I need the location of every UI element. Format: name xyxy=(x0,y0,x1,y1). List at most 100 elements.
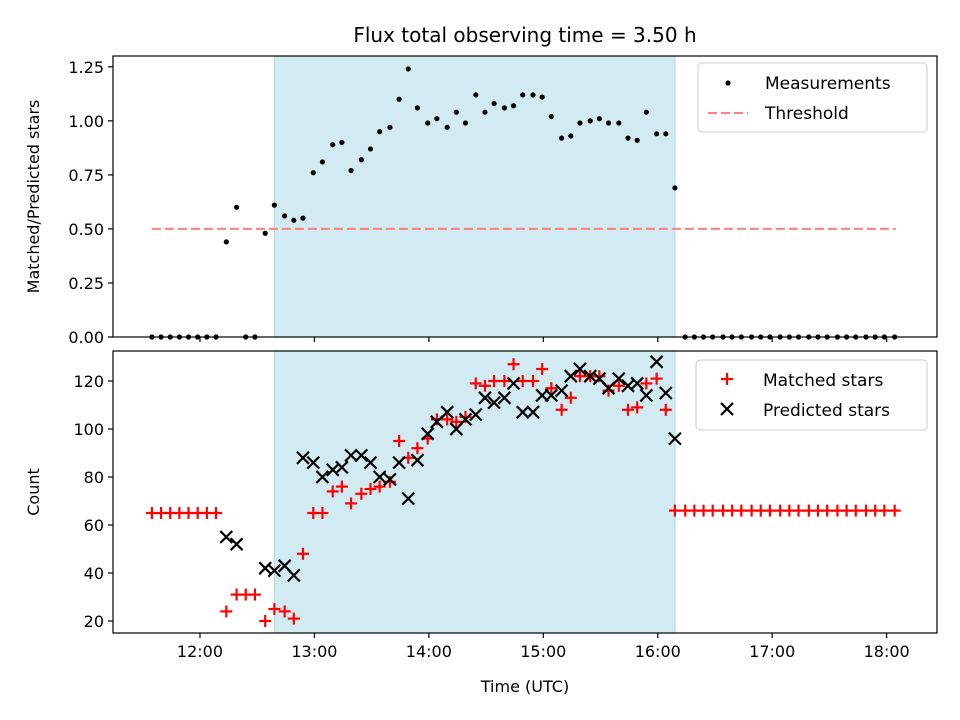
predicted-star-point xyxy=(354,448,369,463)
matched-star-point xyxy=(335,480,348,493)
legend-matched-marker xyxy=(721,373,733,385)
measurement-point xyxy=(425,120,431,126)
matched-star-point xyxy=(631,401,644,414)
predicted-star-point xyxy=(372,470,387,484)
measurement-point xyxy=(520,92,526,98)
measurement-point xyxy=(453,109,459,115)
predicted-star-point xyxy=(497,391,512,405)
matched-star-point xyxy=(602,384,615,397)
measurement-point xyxy=(262,230,268,236)
measurement-point xyxy=(672,185,678,191)
matched-star-point xyxy=(555,403,568,416)
measurement-point xyxy=(348,167,354,174)
measurement-point xyxy=(291,217,297,223)
measurement-point xyxy=(548,113,554,120)
measurement-point xyxy=(223,239,229,245)
y-axis-ticks-top: 0.00 0.25 0.50 0.75 1.00 1.25 xyxy=(68,58,113,347)
measurement-point xyxy=(539,94,545,100)
matched-star-point xyxy=(459,411,472,423)
matched-star-point xyxy=(373,480,386,493)
matched-star-point xyxy=(278,605,291,618)
matched-star-point xyxy=(210,507,222,519)
predicted-star-point xyxy=(487,395,501,410)
y-tick-label: 120 xyxy=(73,372,104,391)
matched-star-point xyxy=(411,442,424,455)
predicted-stars-points xyxy=(219,355,682,583)
x-axis-ticks-bottom: 12:00 13:00 14:00 15:00 16:00 17:00 18:00 xyxy=(177,633,910,661)
predicted-star-point xyxy=(668,431,682,446)
x-tick-label: 17:00 xyxy=(749,642,795,661)
y-tick-label: 0.25 xyxy=(68,274,104,293)
x-tick-label: 14:00 xyxy=(406,642,452,661)
measurement-point xyxy=(634,137,640,143)
x-axis-label: Time (UTC) xyxy=(480,677,569,696)
matched-star-point xyxy=(498,375,511,387)
y-tick-label: 80 xyxy=(84,468,104,487)
measurement-point xyxy=(396,96,402,102)
matched-star-point xyxy=(430,413,443,426)
measurement-point xyxy=(501,105,507,111)
predicted-star-point xyxy=(563,369,578,383)
measurement-point xyxy=(625,135,631,141)
legend-predicted-marker xyxy=(720,402,734,416)
measurement-point xyxy=(330,142,336,148)
predicted-star-point xyxy=(296,451,310,465)
chart-title: Flux total observing time = 3.50 h xyxy=(353,23,696,47)
measurement-point xyxy=(605,120,612,126)
matched-star-point xyxy=(345,497,358,510)
legend-measurements-label: Measurements xyxy=(765,74,891,94)
matched-stars-points xyxy=(145,358,901,627)
y-axis-label-top: Matched/Predicted stars xyxy=(24,100,43,294)
measurement-point xyxy=(559,135,565,141)
predicted-star-point xyxy=(612,371,626,386)
matched-star-point xyxy=(706,504,719,517)
matched-star-point xyxy=(259,615,272,627)
matched-star-point xyxy=(355,487,368,500)
measurement-points xyxy=(149,66,898,340)
predicted-star-point xyxy=(335,460,349,475)
x-tick-label: 15:00 xyxy=(520,642,566,661)
predicted-star-point xyxy=(469,407,483,422)
legend-threshold-label: Threshold xyxy=(764,104,849,124)
top-panel: 0.00 0.25 0.50 0.75 1.00 1.25 Matched/Predict… xyxy=(24,55,938,347)
matched-star-point xyxy=(650,372,663,385)
predicted-star-point xyxy=(401,491,416,506)
y-tick-label: 0.75 xyxy=(68,166,104,185)
measurement-point xyxy=(530,92,536,98)
predicted-star-point xyxy=(287,568,301,583)
predicted-star-point xyxy=(544,388,559,403)
matched-star-point xyxy=(248,588,261,601)
measurement-point xyxy=(654,131,660,137)
matched-star-point xyxy=(735,504,748,517)
measurement-point xyxy=(587,118,593,124)
predicted-star-point xyxy=(458,412,473,427)
matched-star-point xyxy=(393,435,406,447)
matched-star-point xyxy=(659,403,672,416)
matched-star-point xyxy=(527,375,540,387)
predicted-star-point xyxy=(478,391,492,405)
matched-star-point xyxy=(364,483,377,495)
predicted-star-point xyxy=(573,362,587,376)
x-tick-label: 13:00 xyxy=(291,642,337,661)
y-axis-ticks-bottom: 20 40 60 80 100 120 xyxy=(73,372,113,631)
y-tick-label: 40 xyxy=(84,564,104,583)
bottom-panel: 20 40 60 80 100 120 12:00 13:00 14:00 15:00 16:00… xyxy=(24,350,938,696)
matched-star-point xyxy=(849,504,862,517)
predicted-star-point xyxy=(267,563,282,578)
matched-star-point xyxy=(478,379,491,392)
measurement-point xyxy=(577,120,583,126)
legend-box-top xyxy=(697,62,928,133)
predicted-star-point xyxy=(515,405,530,419)
y-axis-label-bottom: Count xyxy=(24,468,43,516)
measurement-point xyxy=(444,124,450,130)
matched-star-point xyxy=(516,375,529,387)
matched-star-point xyxy=(488,375,501,387)
y-tick-label: 1.25 xyxy=(68,58,104,77)
predicted-star-point xyxy=(440,405,454,419)
matched-star-point xyxy=(622,403,634,416)
predicted-star-point xyxy=(229,537,244,551)
measurement-point xyxy=(405,66,411,72)
predicted-star-point xyxy=(306,455,321,470)
matched-star-point xyxy=(469,377,482,390)
